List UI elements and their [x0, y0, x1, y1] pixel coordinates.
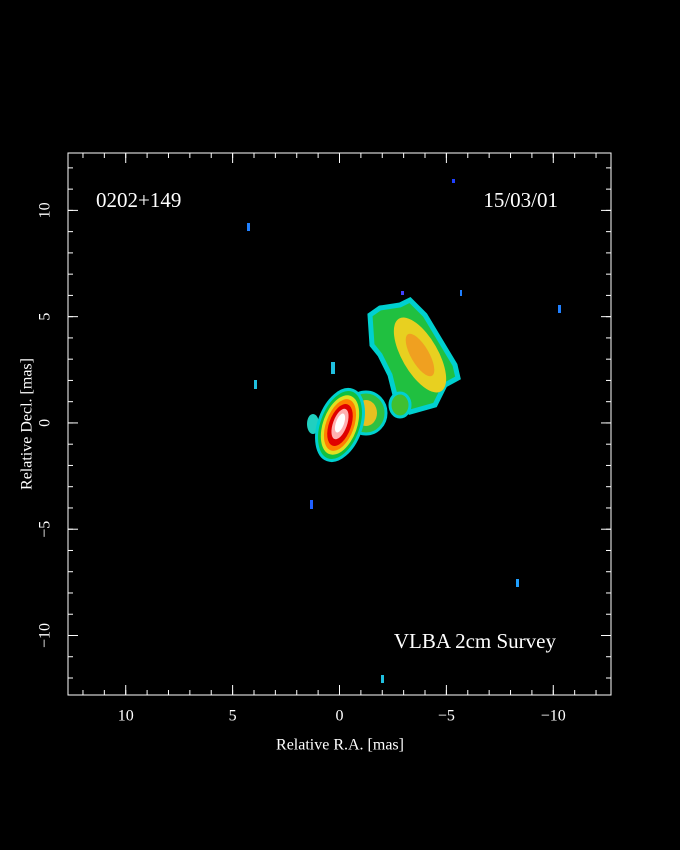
y-tick-label: −5 — [37, 521, 54, 538]
epoch: 15/03/01 — [483, 188, 558, 212]
x-tick-label: −5 — [438, 708, 455, 725]
speckle — [247, 223, 250, 231]
knot — [388, 391, 412, 419]
x-tick-label: −10 — [541, 708, 566, 725]
y-tick-label: 0 — [37, 419, 54, 427]
y-tick-label: 10 — [37, 202, 54, 218]
speckle — [310, 500, 313, 509]
source-name: 0202+149 — [96, 188, 181, 212]
emission — [247, 179, 561, 683]
jet-blob-core — [405, 333, 435, 377]
core — [334, 413, 346, 433]
speckle — [401, 291, 404, 295]
speckle — [558, 305, 561, 313]
x-tick-label: 5 — [229, 708, 237, 725]
y-tick-label: −10 — [37, 623, 54, 648]
x-axis-label: Relative R.A. [mas] — [276, 737, 404, 754]
speckle — [452, 179, 455, 183]
y-axis-label: Relative Decl. [mas] — [19, 358, 36, 490]
x-tick-label: 10 — [118, 708, 134, 725]
speckle — [460, 290, 462, 296]
speckle — [331, 362, 335, 374]
survey-label: VLBA 2cm Survey — [394, 629, 557, 653]
x-tick-label: 0 — [336, 708, 344, 725]
speckle — [381, 675, 384, 683]
y-tick-label: 5 — [37, 313, 54, 321]
speckle — [516, 579, 519, 587]
speckle — [254, 380, 257, 389]
